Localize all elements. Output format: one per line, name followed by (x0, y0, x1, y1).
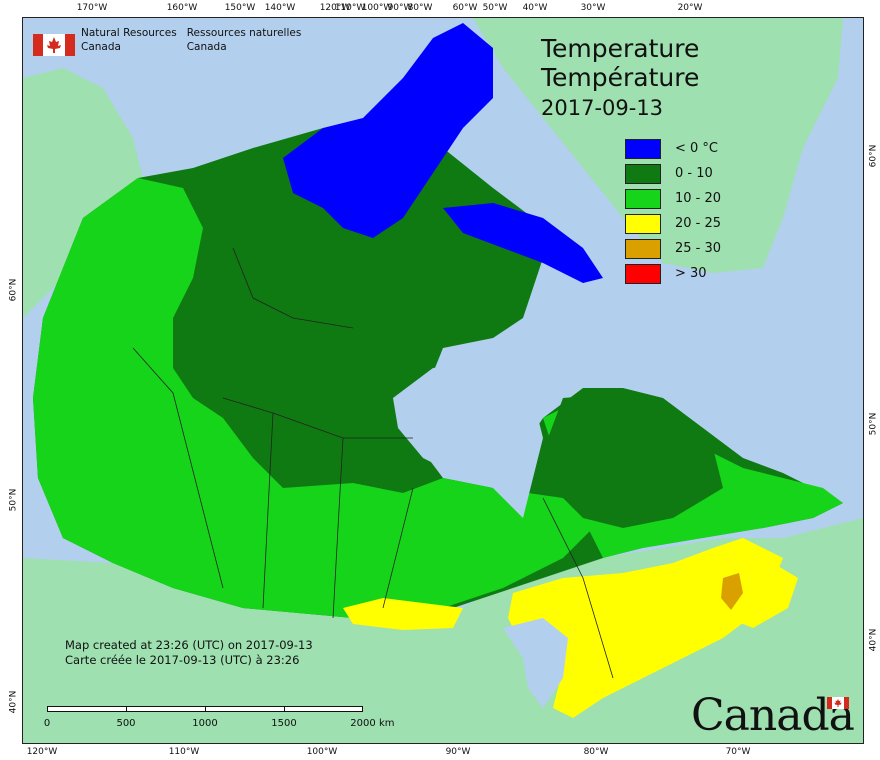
legend-swatch (625, 238, 661, 259)
zone-0-10-north-quebec (548, 393, 723, 528)
org-fr-line-2: Canada (186, 41, 227, 53)
legend-label: 10 - 20 (675, 191, 722, 206)
org-fr-line-1: Ressources naturelles (186, 27, 302, 39)
tick-top: 20°W (677, 3, 703, 13)
tick-top: 150°W (224, 3, 256, 13)
title-english: Temperature (541, 34, 700, 63)
zone-0-10-inner (203, 268, 343, 458)
map-title: Temperature Température 2017-09-13 (541, 34, 699, 122)
tick-bottom: 100°W (306, 747, 338, 757)
canada-flag-icon (33, 34, 75, 56)
tick-bottom: 120°W (26, 747, 58, 757)
legend-swatch (625, 213, 661, 234)
hudson-bay (393, 363, 543, 518)
scale-unit: km (379, 718, 395, 729)
tick-bottom: 110°W (168, 747, 200, 757)
title-french: Température (541, 63, 700, 92)
wordmark-flag-icon (827, 694, 849, 709)
scale-label: 1000 (192, 718, 218, 729)
scale-segment (284, 706, 363, 712)
tick-left: 50°N (8, 488, 19, 512)
tick-right: 60°N (868, 144, 879, 168)
great-lakes (503, 618, 568, 708)
org-en-line-2: Canada (81, 41, 121, 53)
tick-right: 50°N (868, 412, 879, 436)
temperature-map (23, 18, 863, 743)
scale-label: 500 (116, 718, 136, 729)
tick-top: 90°W (387, 3, 413, 13)
tick-right: 40°N (868, 628, 879, 652)
legend-item: < 0 °C (625, 136, 721, 161)
map-canvas[interactable]: Natural Resources Canada Ressources natu… (22, 17, 864, 744)
zone-below-zero (283, 23, 493, 238)
tick-left: 40°N (8, 690, 19, 714)
legend-label: 20 - 25 (675, 216, 722, 231)
tick-top: 80°W (407, 3, 433, 13)
legend: < 0 °C 0 - 10 10 - 20 20 - 25 25 - 30 > … (625, 136, 721, 286)
tick-top: 140°W (264, 3, 296, 13)
tick-top: 110°W (334, 3, 366, 13)
credit-french: Carte créée le 2017-09-13 (UTC) à 23:26 (65, 653, 300, 667)
alaska-land (23, 68, 143, 318)
zone-20-25-ontario-quebec (508, 538, 783, 718)
tick-top: 40°W (522, 3, 548, 13)
tick-top: 160°W (166, 3, 198, 13)
legend-label: > 30 (675, 266, 707, 281)
map-credit: Map created at 23:26 (UTC) on 2017-09-13… (65, 638, 313, 668)
tick-bottom: 90°W (445, 747, 471, 757)
tick-top: 100°W (361, 3, 393, 13)
legend-item: 20 - 25 (625, 211, 721, 236)
scale-bar: 0 500 1000 1500 2000 km (43, 706, 395, 736)
scale-label: 1500 (271, 718, 297, 729)
nrcan-signature: Natural Resources Canada Ressources natu… (33, 26, 301, 56)
legend-item: > 30 (625, 261, 721, 286)
credit-english: Map created at 23:26 (UTC) on 2017-09-13 (65, 638, 313, 652)
tick-left: 60°N (8, 278, 19, 302)
legend-swatch (625, 263, 661, 284)
tick-top: 120°W (319, 3, 351, 13)
tick-top: 50°W (482, 3, 508, 13)
zone-20-25-prairies (343, 598, 463, 630)
legend-swatch (625, 138, 661, 159)
zone-below-zero-baffin (443, 203, 603, 283)
scale-label: 0 (43, 718, 51, 729)
legend-swatch (625, 188, 661, 209)
province-boundaries (132, 247, 614, 679)
tick-bottom: 80°W (583, 747, 609, 757)
scale-segment (47, 706, 127, 712)
tick-bottom: 70°W (725, 747, 751, 757)
tick-top: 60°W (452, 3, 478, 13)
tick-top: 170°W (76, 3, 108, 13)
legend-item: 0 - 10 (625, 161, 721, 186)
scale-label: 2000 (350, 718, 376, 729)
org-en-line-1: Natural Resources (81, 27, 177, 39)
legend-item: 25 - 30 (625, 236, 721, 261)
legend-label: 25 - 30 (675, 241, 722, 256)
tick-top: 30°W (580, 3, 606, 13)
zone-25-30 (721, 573, 743, 610)
legend-swatch (625, 163, 661, 184)
legend-label: < 0 °C (675, 141, 719, 156)
legend-label: 0 - 10 (675, 166, 713, 181)
title-date: 2017-09-13 (541, 96, 664, 120)
scale-segment (205, 706, 285, 712)
legend-item: 10 - 20 (625, 186, 721, 211)
zone-10-20-west (33, 178, 603, 618)
scale-segment (126, 706, 206, 712)
